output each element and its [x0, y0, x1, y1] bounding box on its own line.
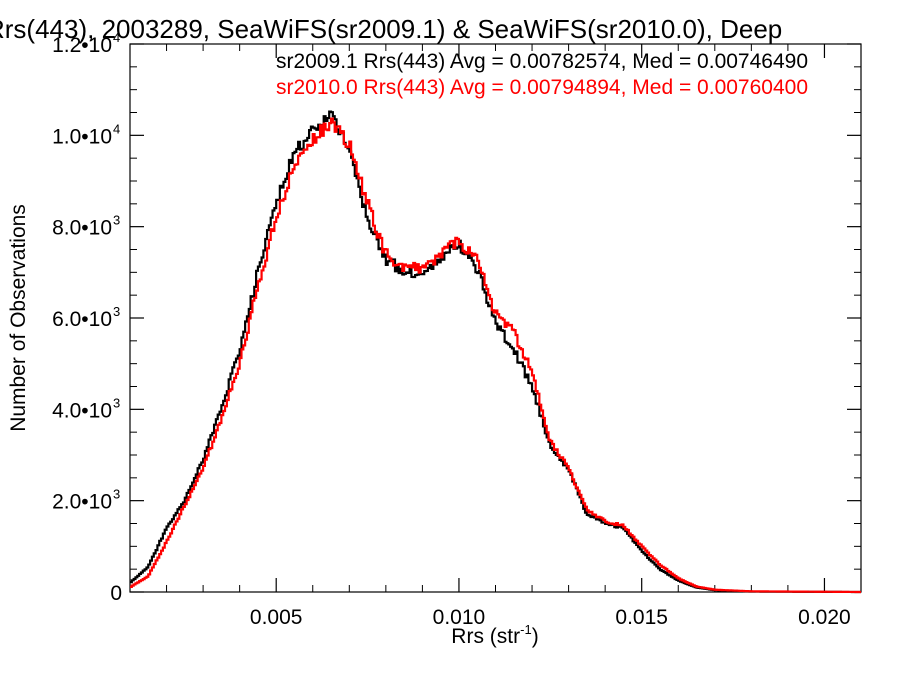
x-tick-label: 0.020 [798, 606, 851, 629]
y-tick-exponent: 3 [113, 487, 120, 502]
series-line-sr2010-0 [130, 117, 861, 594]
legend: sr2009.1 Rrs(443) Avg = 0.00782574, Med … [276, 50, 808, 99]
y-tick-label: 2.0•10 [52, 491, 112, 514]
y-tick-exponent: 3 [113, 304, 120, 319]
legend-entry-sr2010: sr2010.0 Rrs(443) Avg = 0.00794894, Med … [276, 76, 808, 99]
y-tick-exponent: 3 [113, 395, 120, 410]
chart-title: Rrs(443), 2003289, SeaWiFS(sr2009.1) & S… [0, 14, 782, 44]
y-axis-label: Number of Observations [7, 204, 30, 432]
y-tick-exponent: 4 [113, 30, 120, 45]
series-layer [130, 110, 861, 594]
y-tick-label: 4.0•10 [52, 399, 112, 422]
y-tick-label: 1.0•10 [52, 125, 112, 148]
y-tick-label: 8.0•10 [52, 217, 112, 240]
x-tick-label: 0.005 [250, 606, 303, 629]
x-axis: 0.005 0.010 0.015 0.020 [166, 44, 851, 629]
y-tick-exponent: 4 [113, 121, 120, 136]
y-tick-exponent: 3 [113, 213, 120, 228]
x-tick-label: 0.015 [615, 606, 668, 629]
y-tick-label: 0 [110, 582, 122, 605]
y-tick-label: 1.2•10 [52, 34, 112, 57]
y-tick-label: 6.0•10 [52, 308, 112, 331]
y-axis: 02.0•10 34.0•10 36.0•10 38.0•10 31.0•10 41.2•… [52, 30, 861, 605]
series-line-sr2009-1 [130, 110, 861, 594]
legend-entry-sr2009: sr2009.1 Rrs(443) Avg = 0.00782574, Med … [276, 50, 808, 73]
x-tick-label: 0.010 [433, 606, 486, 629]
x-axis-label: Rrs (str-1) [451, 622, 538, 648]
